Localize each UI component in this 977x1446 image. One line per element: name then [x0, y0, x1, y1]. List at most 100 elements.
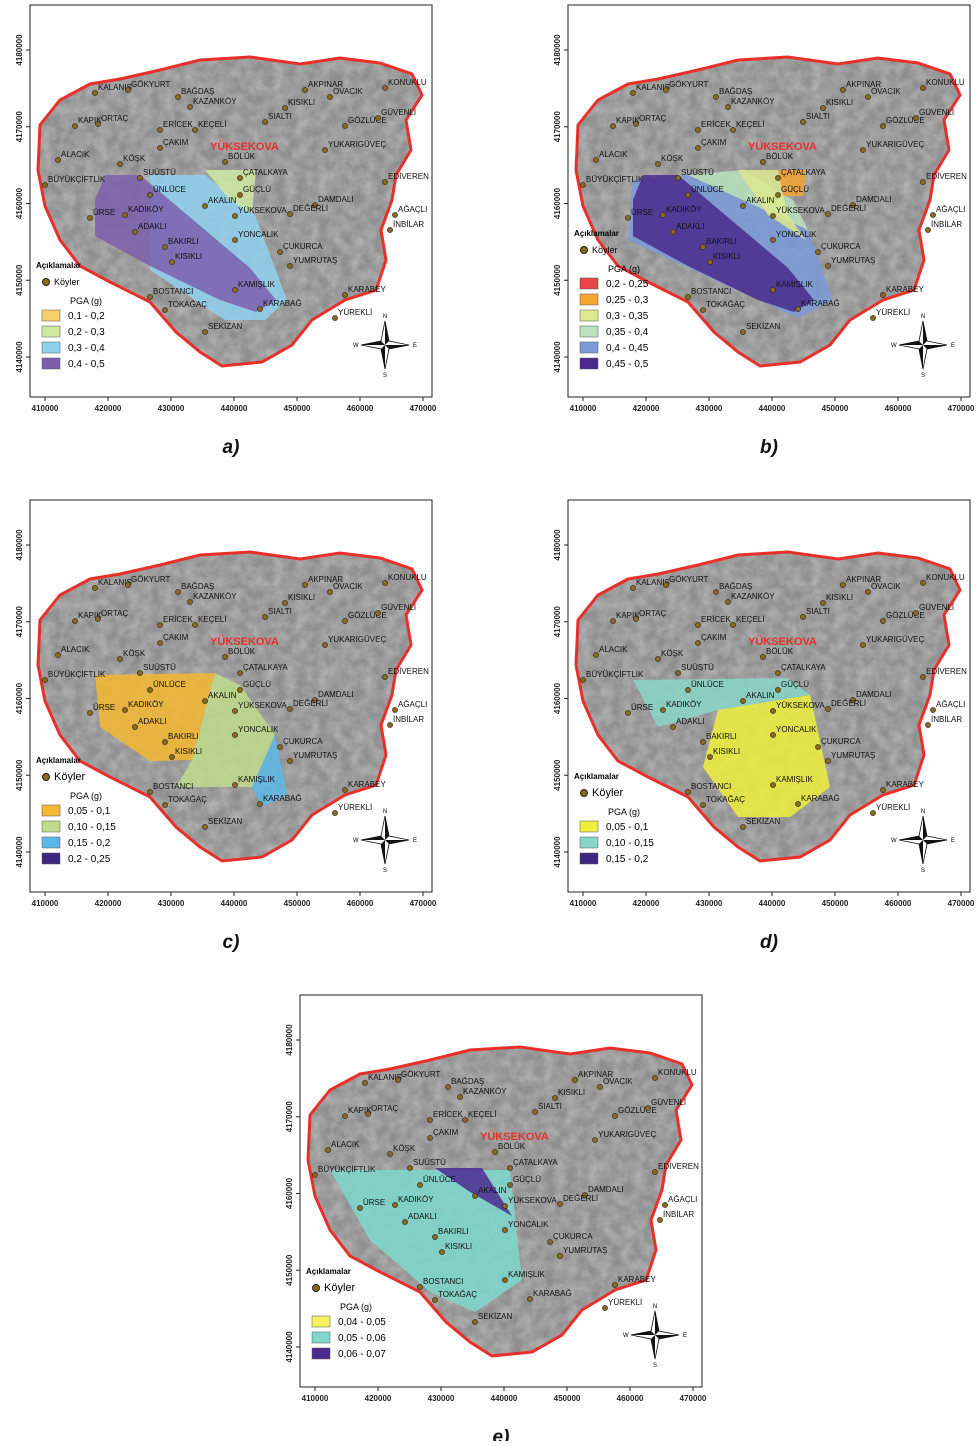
- village-label: YÜKSEKOVA: [238, 701, 287, 710]
- y-tick-label: 4160000: [553, 187, 562, 219]
- village-dot: [387, 227, 392, 232]
- legend-swatch: [580, 294, 598, 305]
- village-dot: [502, 1203, 507, 1208]
- village-label: ÜRSE: [363, 1198, 385, 1207]
- village-dot: [147, 294, 152, 299]
- x-tick-label: 430000: [696, 899, 723, 908]
- village-dot: [362, 1080, 367, 1085]
- village-dot: [655, 161, 660, 166]
- legend-swatch: [580, 326, 598, 337]
- village-dot: [202, 824, 207, 829]
- legend-swatch: [312, 1348, 330, 1359]
- village-label: ERİCEK: [163, 120, 193, 129]
- village-dot: [287, 263, 292, 268]
- village-dot: [800, 119, 805, 124]
- village-label: GÜVENLİ: [919, 108, 954, 117]
- legend-pga-title: PGA (g): [608, 807, 640, 817]
- village-dot: [392, 212, 397, 217]
- village-label: İNBİLAR: [393, 220, 424, 229]
- village-label: YUKARIGÜVEÇ: [328, 635, 386, 644]
- village-label: YÜREKLİ: [338, 803, 372, 812]
- legend-label: 0,10 - 0,15: [68, 822, 116, 833]
- x-tick-label: 460000: [617, 1394, 644, 1403]
- village-dot: [157, 145, 162, 150]
- village-label: ÇATALKAYA: [513, 1158, 558, 1167]
- legend-label: 0,2 - 0,25: [68, 854, 111, 865]
- village-label: ERİCEK: [701, 615, 731, 624]
- x-tick-label: 440000: [759, 404, 786, 413]
- village-dot: [880, 123, 885, 128]
- village-dot: [95, 121, 100, 126]
- village-label: ÇAKIM: [701, 138, 727, 147]
- village-dot: [439, 1249, 444, 1254]
- village-label: KÖŞK: [661, 154, 684, 163]
- village-dot: [169, 754, 174, 759]
- y-tick-label: 4140000: [15, 836, 24, 868]
- village-label: GÖZLÜCE: [348, 116, 387, 125]
- village-dot: [157, 622, 162, 627]
- village-dot: [375, 610, 380, 615]
- village-dot: [695, 640, 700, 645]
- compass-n: N: [921, 809, 925, 815]
- village-label: BOSTANCI: [153, 782, 193, 791]
- y-tick-label: 4170000: [15, 111, 24, 143]
- village-dot: [580, 677, 585, 682]
- village-label: KÖŞK: [123, 649, 146, 658]
- village-label: KISIKLI: [826, 98, 853, 107]
- village-dot: [652, 1169, 657, 1174]
- village-dot: [395, 1077, 400, 1082]
- village-dot: [633, 121, 638, 126]
- village-label: GÜVENLİ: [919, 603, 954, 612]
- compass-s: S: [383, 373, 387, 379]
- village-label: ÇUKURCA: [553, 1232, 593, 1241]
- village-label: KADIKÖY: [666, 205, 702, 214]
- village-label: DEĞERLİ: [563, 1194, 598, 1203]
- compass-w: W: [891, 343, 897, 349]
- village-label: BAKIRLI: [706, 237, 737, 246]
- x-tick-label: 450000: [554, 1394, 581, 1403]
- village-label: KAMIŞLIK: [508, 1270, 546, 1279]
- village-dot: [633, 616, 638, 621]
- village-dot: [502, 1277, 507, 1282]
- village-label: BOSTANCI: [691, 782, 731, 791]
- village-label: ADAKLI: [138, 717, 166, 726]
- village-label: BÜYÜKÇİFTLİK: [586, 175, 644, 184]
- village-label: SIALTI: [806, 112, 830, 121]
- village-dot: [342, 1113, 347, 1118]
- x-tick-label: 420000: [365, 1394, 392, 1403]
- village-label: KARABAĞ: [801, 299, 840, 308]
- village-label: KADIKÖY: [666, 700, 702, 709]
- village-label: ÜRSE: [631, 703, 653, 712]
- village-label: ÜNLÜCE: [153, 185, 186, 194]
- village-label: ÇATALKAYA: [243, 663, 288, 672]
- village-dot: [87, 215, 92, 220]
- village-label: YUMRUTAŞ: [831, 751, 875, 760]
- village-label: SEKİZAN: [746, 817, 780, 826]
- village-dot: [257, 801, 262, 806]
- compass-s: S: [383, 868, 387, 874]
- village-dot: [287, 758, 292, 763]
- village-dot: [602, 1305, 607, 1310]
- village-dot: [660, 212, 665, 217]
- legend-label: 0,4 - 0,5: [68, 359, 105, 370]
- village-dot: [825, 211, 830, 216]
- village-dot: [137, 670, 142, 675]
- village-dot: [597, 1084, 602, 1089]
- legend-label: 0,15 - 0,2: [606, 854, 649, 865]
- village-dot: [262, 614, 267, 619]
- village-label: YÜREKLİ: [876, 803, 910, 812]
- town-label: YÜKSEKOVA: [210, 140, 279, 153]
- village-label: GÖKYURT: [131, 80, 171, 89]
- village-dot: [232, 708, 237, 713]
- village-dot: [592, 1137, 597, 1142]
- village-label: YUKARIGÜVEÇ: [598, 1130, 656, 1139]
- village-dot: [663, 582, 668, 587]
- legend-swatch: [580, 853, 598, 864]
- village-dot: [169, 259, 174, 264]
- village-label: BAĞDAŞ: [451, 1077, 484, 1086]
- village-label: BÖLÜK: [498, 1142, 526, 1151]
- village-dot: [387, 1151, 392, 1156]
- village-label: ADAKLI: [408, 1212, 436, 1221]
- village-dot: [162, 739, 167, 744]
- village-label: KISIKLI: [713, 252, 740, 261]
